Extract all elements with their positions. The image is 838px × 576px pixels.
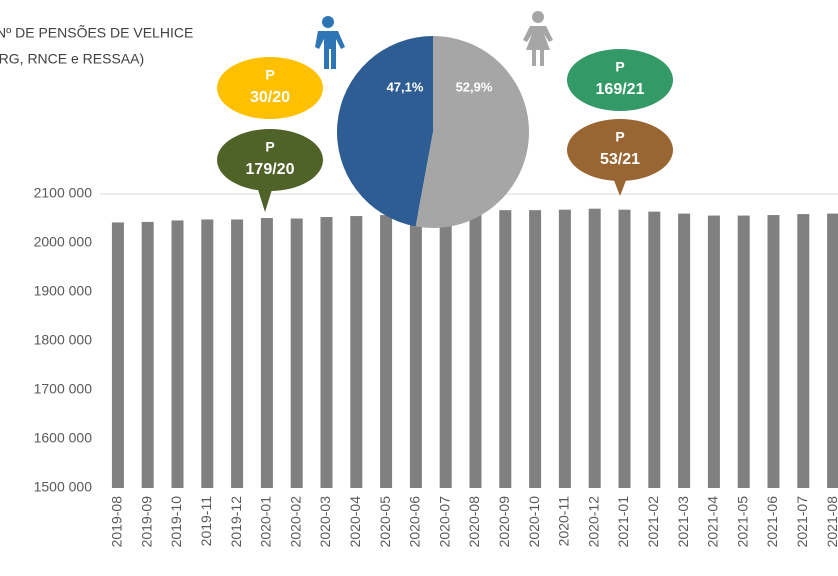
x-tick-label: 2021-06 (764, 496, 780, 548)
callout-label: P (615, 129, 624, 145)
bar (737, 215, 750, 488)
x-tick-label: 2020-07 (436, 496, 452, 548)
callout-label: P (265, 67, 274, 83)
x-tick-label: 2019-12 (228, 496, 244, 548)
x-tick-label: 2019-10 (168, 496, 184, 548)
pie-slice (415, 36, 530, 229)
woman-icon (523, 11, 553, 66)
y-tick-label: 1600 000 (34, 430, 93, 446)
x-tick-label: 2021-03 (675, 496, 691, 548)
y-tick-label: 2100 000 (34, 185, 93, 201)
bar (618, 209, 631, 488)
x-tick-label: 2021-01 (615, 496, 631, 548)
callout-text: 169/21 (596, 81, 645, 98)
bar (588, 208, 601, 488)
bar (707, 215, 720, 488)
x-tick-label: 2019-09 (138, 496, 154, 548)
callout (567, 119, 673, 181)
chart-subtitle: (RG, RNCE e RESSAA) (0, 51, 144, 67)
pie-label: 52,9% (456, 79, 493, 94)
bar (439, 211, 452, 488)
y-tick-label: 2000 000 (34, 234, 93, 250)
x-tick-label: 2020-03 (317, 496, 333, 548)
callout-text: 30/20 (250, 89, 290, 106)
callout-text: 179/20 (246, 161, 295, 178)
x-tick-label: 2021-08 (824, 496, 838, 548)
y-tick-label: 1900 000 (34, 283, 93, 299)
man-icon (315, 16, 345, 69)
callout (217, 129, 323, 191)
chart-title: Nº DE PENSÕES DE VELHICE (0, 25, 193, 41)
x-tick-label: 2020-02 (287, 496, 303, 548)
pie-label: 47,1% (387, 79, 424, 94)
bar (380, 215, 393, 488)
x-tick-label: 2020-01 (258, 496, 274, 548)
y-tick-label: 1800 000 (34, 332, 93, 348)
x-tick-label: 2021-04 (705, 496, 721, 548)
x-tick-label: 2020-05 (377, 496, 393, 548)
pie-slice (337, 36, 433, 227)
bar (678, 213, 691, 488)
x-tick-label: 2021-07 (794, 496, 810, 548)
bar (260, 218, 273, 488)
bar (201, 219, 214, 489)
x-tick-label: 2021-05 (734, 496, 750, 548)
x-tick-label: 2020-06 (407, 496, 423, 548)
bar (797, 214, 810, 488)
x-tick-label: 2020-08 (466, 496, 482, 548)
bar (290, 218, 303, 488)
bar (409, 213, 422, 489)
callout-label: P (265, 139, 274, 155)
bar (469, 211, 482, 488)
bar (648, 211, 661, 488)
bar (350, 216, 363, 489)
bar (171, 220, 184, 488)
bar (529, 210, 542, 489)
x-tick-label: 2020-12 (585, 496, 601, 548)
x-tick-label: 2020-11 (556, 496, 572, 547)
x-tick-label: 2021-02 (645, 496, 661, 548)
callout-text: 53/21 (600, 151, 640, 168)
x-tick-label: 2019-08 (109, 496, 125, 548)
bar (558, 209, 571, 488)
y-tick-label: 1500 000 (34, 479, 93, 495)
x-tick-label: 2020-10 (526, 496, 542, 548)
callout-label: P (615, 59, 624, 75)
x-tick-label: 2020-04 (347, 496, 363, 548)
callout (567, 49, 673, 111)
bar (499, 210, 512, 489)
x-tick-label: 2019-11 (198, 496, 214, 547)
bar (141, 221, 154, 488)
bar (767, 215, 780, 488)
y-tick-label: 1700 000 (34, 381, 93, 397)
bar (827, 213, 838, 488)
bar (111, 222, 124, 489)
callout (217, 57, 323, 119)
bar (320, 217, 333, 488)
x-tick-label: 2020-09 (496, 496, 512, 548)
bar (231, 219, 244, 489)
